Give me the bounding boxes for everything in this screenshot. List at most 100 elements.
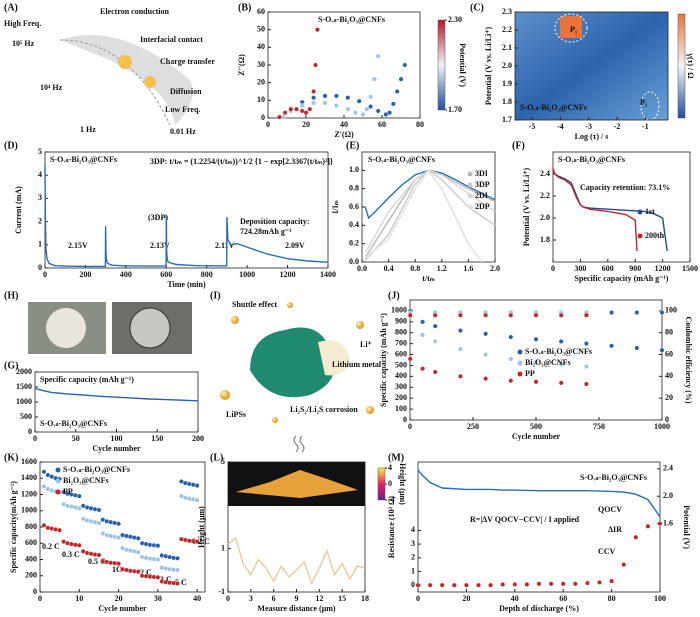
data-point (131, 549, 137, 554)
x-tick-label: 300 (574, 264, 586, 273)
x-tick-label: 12 (315, 594, 323, 603)
data-point (128, 534, 133, 540)
data-point (88, 518, 94, 524)
data-point (92, 552, 98, 557)
chart-title: S-Oᵥₛ-Bi₂O₃@CNFs (558, 155, 625, 164)
y-tick-label: 0 (38, 263, 42, 272)
x-tick-label: 40 (340, 120, 348, 129)
data-point (41, 469, 47, 475)
colorbar-tick-label: 0 (388, 479, 392, 488)
y-tick-label: 1 (221, 543, 225, 552)
data-point (387, 110, 392, 116)
y-tick-label: 1.8 (540, 235, 550, 244)
panel-label: (B) (238, 2, 251, 13)
data-point (483, 331, 488, 337)
panel-label: (C) (470, 2, 484, 13)
data-point (420, 366, 425, 372)
y-axis-label: Specific capacity(mAh g⁻¹) (9, 481, 18, 573)
x-tick-label: 600 (160, 270, 172, 279)
data-point (368, 104, 373, 109)
annotation: Specific capacity (mAh g⁻¹) (40, 375, 134, 384)
data-point (135, 549, 141, 555)
data-point (634, 345, 640, 351)
y-tick-label: 2.0 (502, 61, 512, 70)
x-tick-label: 0.4 (384, 264, 394, 273)
y-tick-label: 700 (395, 338, 407, 347)
data-point (194, 483, 200, 488)
colorbar-label: γ(τ) / Ω (686, 52, 695, 79)
x-tick-label: 0 (408, 422, 412, 431)
data-point (167, 580, 172, 586)
x-axis-label: Time (min) (167, 280, 206, 289)
legend-label: 2DI (475, 191, 488, 200)
legend-swatch (637, 209, 643, 215)
legend-swatch (55, 489, 61, 495)
data-point (143, 573, 149, 579)
data-point (108, 519, 114, 525)
data-line (227, 536, 366, 586)
x-tick-label: 80 (608, 594, 616, 603)
y-tick-label: 0.0 (349, 257, 359, 266)
data-point (124, 547, 129, 553)
data-point (49, 488, 55, 493)
label: Shuttle effect (232, 300, 277, 309)
annotation: P₂ (640, 98, 648, 107)
annotation: 2.11V (215, 241, 235, 250)
data-point (282, 110, 288, 116)
data-point (80, 549, 86, 554)
colorbar-label: Potential (V) (458, 43, 467, 87)
data-point (120, 532, 125, 538)
data-line (364, 169, 483, 263)
data-point (512, 582, 518, 587)
y-tick-label: 1600 (21, 457, 37, 466)
y-tick-label: 0 (28, 427, 32, 436)
panel-label: (G) (4, 360, 18, 371)
x-tick-label: 1200 (280, 270, 296, 279)
y-tick-label: 1000 (16, 397, 32, 406)
data-point (61, 539, 66, 544)
data-point (120, 566, 125, 572)
data-point (112, 534, 117, 540)
data-point (65, 503, 70, 509)
colorbar (437, 19, 446, 111)
data-point (179, 479, 184, 484)
data-point (65, 540, 70, 546)
data-point (175, 581, 180, 586)
data-point (163, 566, 169, 571)
panel-h: (H) (4, 290, 192, 354)
x-tick-label: 40 (193, 594, 201, 603)
data-point (558, 362, 564, 367)
data-point (131, 535, 137, 540)
x-tick-label: 0 (38, 594, 42, 603)
data-point (508, 312, 514, 318)
data-point (96, 507, 102, 513)
y-tick-label: 2.1 (502, 43, 512, 52)
data-point (432, 339, 438, 344)
data-point (104, 518, 110, 524)
data-point (155, 543, 161, 549)
data-point (299, 103, 305, 108)
data-point (163, 579, 169, 585)
legend-swatch (517, 360, 523, 366)
data-point (116, 561, 121, 566)
chart-title: S-Oᵥₛ-Bi₂O₃@CNFs (318, 15, 385, 24)
data-point (432, 369, 438, 375)
afm-surface (236, 470, 358, 498)
data-point (104, 559, 110, 565)
annotation: P₁ (570, 25, 578, 34)
data-point (69, 504, 74, 510)
data-point (171, 567, 176, 573)
data-point (194, 497, 200, 503)
annotation: 2.13V (150, 241, 170, 250)
label: LiPSs (226, 410, 246, 419)
data-point (96, 520, 102, 526)
data-point (402, 62, 408, 68)
data-point (458, 312, 463, 318)
x-tick-label: 1000 (239, 270, 255, 279)
panel-label: (A) (4, 2, 18, 13)
data-line (417, 469, 661, 518)
panel-label: (I) (210, 290, 221, 301)
data-point (356, 98, 362, 104)
data-point (383, 112, 389, 117)
